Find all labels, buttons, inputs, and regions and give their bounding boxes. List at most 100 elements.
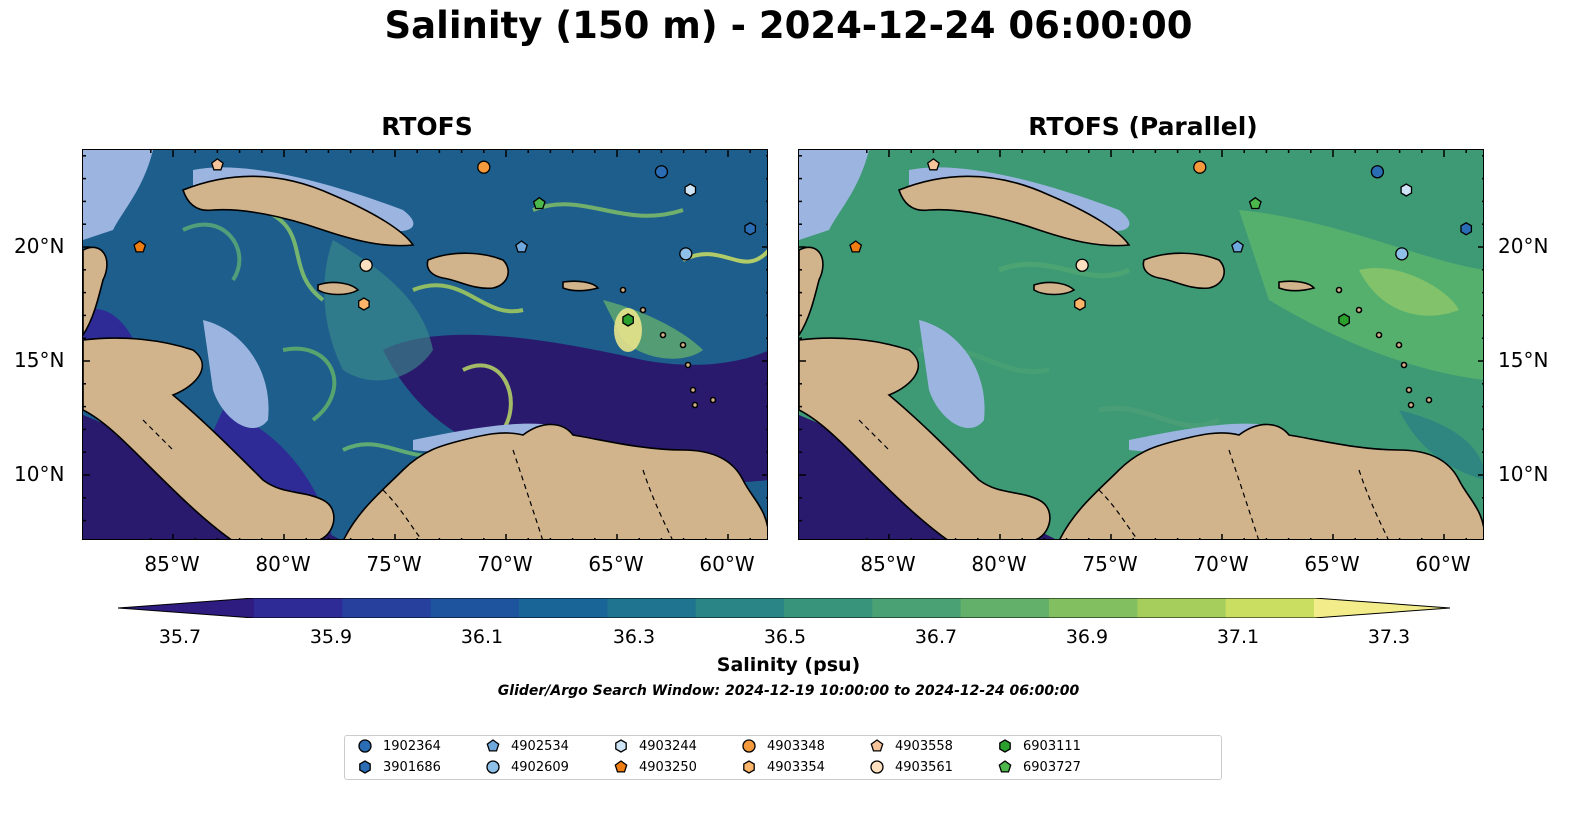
map-panel-rtofs	[82, 149, 768, 540]
axis-ticks	[83, 150, 767, 539]
float-marker-4903558	[926, 158, 940, 171]
float-marker-4903348	[1193, 160, 1207, 174]
colorbar-tick-label: 36.9	[1065, 626, 1109, 648]
lon-tick-label: 85°W	[144, 552, 200, 576]
legend-symbol-4903561	[870, 760, 884, 774]
legend-symbol-6903111	[999, 739, 1011, 753]
jamaica	[317, 281, 360, 296]
colorbar-label: Salinity (psu)	[716, 654, 861, 676]
colorbar-segment	[342, 598, 432, 618]
legend-symbol-1902364	[358, 739, 372, 753]
panel-title-rtofs: RTOFS	[381, 112, 473, 141]
lon-tick-label: 60°W	[699, 552, 755, 576]
hispaniola	[1142, 252, 1225, 290]
colorbar-tick-label: 36.7	[914, 626, 958, 648]
lat-tick-label: 20°N	[14, 234, 65, 258]
colorbar-segment	[960, 598, 1050, 618]
legend-label: 4903250	[639, 759, 697, 775]
float-marker-4903561	[1075, 258, 1089, 272]
legend-symbol-3901686	[359, 760, 371, 774]
float-marker-4902609	[679, 247, 693, 261]
hispaniola	[426, 252, 509, 290]
legend-item-4903250: 4903250	[613, 759, 697, 775]
jamaica	[1033, 281, 1076, 296]
legend-symbol-6903727	[998, 760, 1012, 773]
lon-tick-label: 65°W	[1304, 552, 1360, 576]
colorbar-segment	[1137, 598, 1227, 618]
colorbar-tick-label: 37.1	[1216, 626, 1260, 648]
puerto-rico	[562, 280, 600, 292]
colorbar-segment	[519, 598, 608, 618]
panel-title-parallel: RTOFS (Parallel)	[1028, 112, 1258, 141]
float-marker-3901686	[1460, 222, 1473, 236]
lon-tick-label: 75°W	[366, 552, 422, 576]
lat-tick-label: 20°N	[1498, 234, 1549, 258]
land-masses	[799, 175, 1483, 539]
legend-item-6903111: 6903111	[997, 738, 1081, 754]
lat-tick-label: 15°N	[14, 348, 65, 372]
legend-symbol-4903244	[615, 739, 627, 753]
lat-tick-label: 15°N	[1498, 348, 1549, 372]
colorbar-segment	[254, 598, 343, 618]
legend-symbol-4903558	[870, 739, 884, 752]
float-marker-1902364	[654, 165, 669, 179]
legend-item-6903727: 6903727	[997, 759, 1081, 775]
cuba	[898, 175, 1131, 247]
float-marker-4903244	[1400, 183, 1413, 197]
float-marker-4903354	[358, 297, 370, 311]
central-america	[799, 337, 1051, 539]
legend-item-3901686: 3901686	[357, 759, 441, 775]
puerto-rico	[1278, 280, 1316, 292]
legend-label: 4903354	[767, 759, 825, 775]
float-marker-4902534	[1231, 240, 1244, 253]
colorbar-segment	[1049, 598, 1138, 618]
colorbar-segment	[430, 598, 520, 618]
colorbar-tick-label: 35.7	[158, 626, 202, 648]
lon-tick-label: 70°W	[1193, 552, 1249, 576]
legend-item-4903558: 4903558	[869, 738, 953, 754]
legend-symbol-4903250	[614, 760, 628, 773]
lon-tick-label: 65°W	[588, 552, 644, 576]
colorbar-segment	[1225, 598, 1315, 618]
salinity-field-features	[918, 210, 1483, 480]
legend-item-4903348: 4903348	[741, 738, 825, 754]
float-marker-6903111	[622, 313, 634, 327]
float-marker-6903727	[532, 196, 546, 210]
country-borders	[142, 419, 673, 539]
float-marker-4903561	[359, 258, 373, 272]
south-america	[343, 423, 767, 539]
legend-symbol-4902609	[486, 760, 500, 774]
legend-label: 4903558	[895, 738, 953, 754]
legend-symbol-4902534	[486, 739, 500, 752]
float-legend: 1902364 3901686 4902534 4902609 4903244 49032…	[344, 735, 1222, 780]
legend-label: 4903244	[639, 738, 697, 754]
colorbar-segment	[695, 598, 785, 618]
colorbar-segment	[607, 598, 697, 618]
float-marker-3901686	[744, 222, 757, 236]
legend-symbol-4903354	[743, 760, 755, 774]
legend-item-4903244: 4903244	[613, 738, 697, 754]
lat-tick-label: 10°N	[14, 462, 65, 486]
colorbar-extend-low	[118, 598, 254, 618]
map-panel-parallel	[798, 149, 1484, 540]
float-marker-4903354	[1074, 297, 1086, 311]
yucatan	[83, 246, 108, 337]
float-marker-4903244	[684, 183, 697, 197]
lon-tick-label: 75°W	[1082, 552, 1138, 576]
colorbar-tick-label: 36.3	[612, 626, 656, 648]
float-marker-6903727	[1248, 196, 1262, 210]
colorbar-tick-label: 35.9	[309, 626, 353, 648]
south-america	[1059, 423, 1483, 539]
lon-tick-label: 70°W	[477, 552, 533, 576]
legend-label: 6903111	[1023, 738, 1081, 754]
legend-label: 4902534	[511, 738, 569, 754]
colorbar-extend-high	[1314, 598, 1450, 618]
legend-item-1902364: 1902364	[357, 738, 441, 754]
lon-tick-label: 85°W	[860, 552, 916, 576]
axis-ticks	[799, 150, 1483, 539]
legend-item-4903354: 4903354	[741, 759, 825, 775]
float-marker-6903111	[1338, 313, 1350, 327]
colorbar-tick-label: 36.5	[763, 626, 807, 648]
lon-tick-label: 80°W	[971, 552, 1027, 576]
legend-label: 3901686	[383, 759, 441, 775]
